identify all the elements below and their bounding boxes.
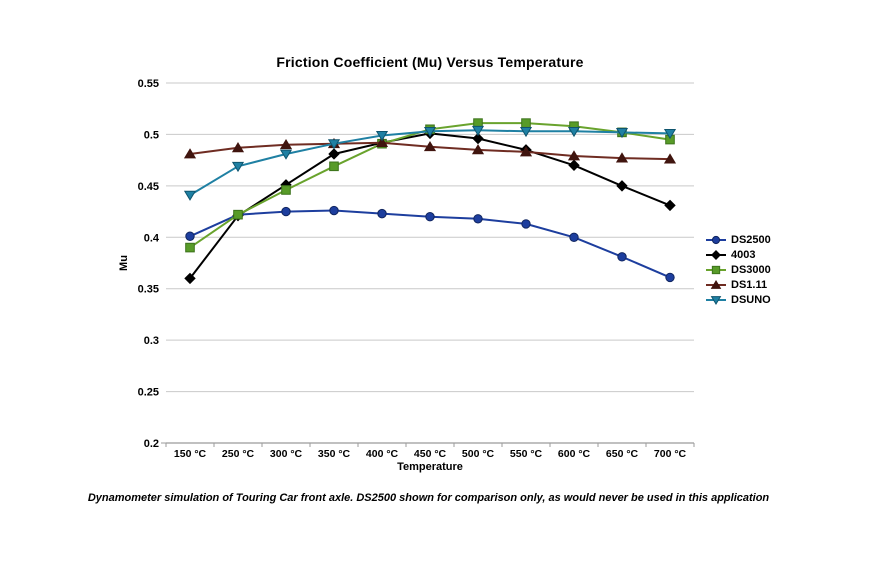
data-point-diamond [616,180,628,192]
legend-label: DS3000 [731,263,771,276]
data-point-circle [521,219,531,229]
series-line-4003 [189,132,671,280]
data-point-square [521,118,531,128]
legend-label: DS2500 [731,233,771,246]
chart-caption: Dynamometer simulation of Touring Car fr… [87,492,770,504]
data-point-triangle-up [663,153,677,164]
x-tick-label: 350 °C [318,448,351,460]
data-point-circle [425,212,435,222]
legend: DS2500 4003 DS3000 DS1.11 DSUNO [705,232,771,307]
legend-marker-diamond-icon [706,249,726,260]
y-tick-label: 0.55 [138,78,159,90]
data-point-triangle-down [231,161,245,173]
data-point-square [185,242,195,253]
data-point-diamond [711,249,721,260]
data-point-square [233,209,243,220]
x-axis-title: Temperature [397,461,463,473]
y-tick-label: 0.2 [144,438,159,450]
legend-label: 4003 [731,248,756,261]
data-point-triangle-up [710,279,722,289]
legend-marker-square-icon [706,265,726,274]
x-tick-label: 550 °C [510,448,543,460]
data-point-circle [329,205,339,216]
data-point-diamond [472,132,484,145]
legend-item-ds1-11: DS1.11 [705,277,771,292]
legend-label: DS1.11 [731,278,768,291]
data-point-diamond [184,272,196,285]
data-point-triangle-down [567,126,581,138]
data-point-circle [281,206,291,217]
data-point-square [329,161,339,172]
data-point-circle [617,252,627,262]
data-point-triangle-up [519,146,533,157]
data-point-triangle-down [519,126,533,138]
data-point-square [711,265,721,274]
data-point-circle [377,208,387,219]
data-point-square [281,185,291,195]
x-tick-label: 250 °C [222,448,255,460]
y-tick-label: 0.3 [144,335,159,347]
x-tick-label: 450 °C [414,448,447,460]
data-point-diamond [568,159,580,171]
data-point-circle [473,214,483,224]
data-point-triangle-down [710,295,722,305]
x-tick-label: 400 °C [366,448,399,460]
y-tick-label: 0.45 [138,181,159,193]
data-point-circle [185,231,195,241]
legend-label: DSUNO [731,293,771,306]
x-tick-label: 600 °C [558,448,591,460]
data-point-circle [569,232,579,242]
y-tick-label: 0.35 [138,284,159,296]
legend-item-ds2500: DS2500 [705,232,771,247]
data-point-triangle-down [663,129,677,140]
data-point-triangle-down [327,139,341,150]
legend-item-4003: 4003 [705,247,771,262]
x-tick-label: 300 °C [270,448,303,460]
y-tick-label: 0.5 [144,129,159,141]
legend-item-dsuno: DSUNO [705,292,771,307]
data-point-triangle-down [615,127,629,139]
data-point-triangle-down [279,149,293,160]
data-point-diamond [664,199,676,212]
x-tick-label: 650 °C [606,448,639,460]
data-point-triangle-up [279,138,293,150]
y-tick-label: 0.25 [138,387,159,399]
data-point-triangle-up [231,142,245,153]
data-point-triangle-down [375,131,389,142]
data-point-triangle-up [183,148,197,159]
legend-marker-circle-icon [706,235,726,244]
chart-title: Friction Coefficient (Mu) Versus Tempera… [276,54,584,70]
data-point-circle [711,235,721,244]
data-point-triangle-up [375,136,389,148]
data-point-triangle-up [471,144,485,155]
data-point-triangle-down [471,125,485,137]
legend-marker-triangle-up-icon [706,279,726,289]
legend-marker-triangle-down-icon [706,295,726,305]
data-point-diamond [328,148,340,160]
data-point-circle [665,272,675,283]
legend-item-ds3000: DS3000 [705,262,771,277]
data-point-triangle-up [567,150,581,161]
data-point-triangle-up [423,140,437,152]
data-point-triangle-down [423,126,437,138]
y-tick-label: 0.4 [144,232,160,244]
data-point-triangle-down [183,190,197,201]
x-tick-label: 500 °C [462,448,495,460]
x-tick-label: 700 °C [654,448,687,460]
data-point-triangle-up [615,152,629,163]
x-tick-label: 150 °C [174,448,207,460]
